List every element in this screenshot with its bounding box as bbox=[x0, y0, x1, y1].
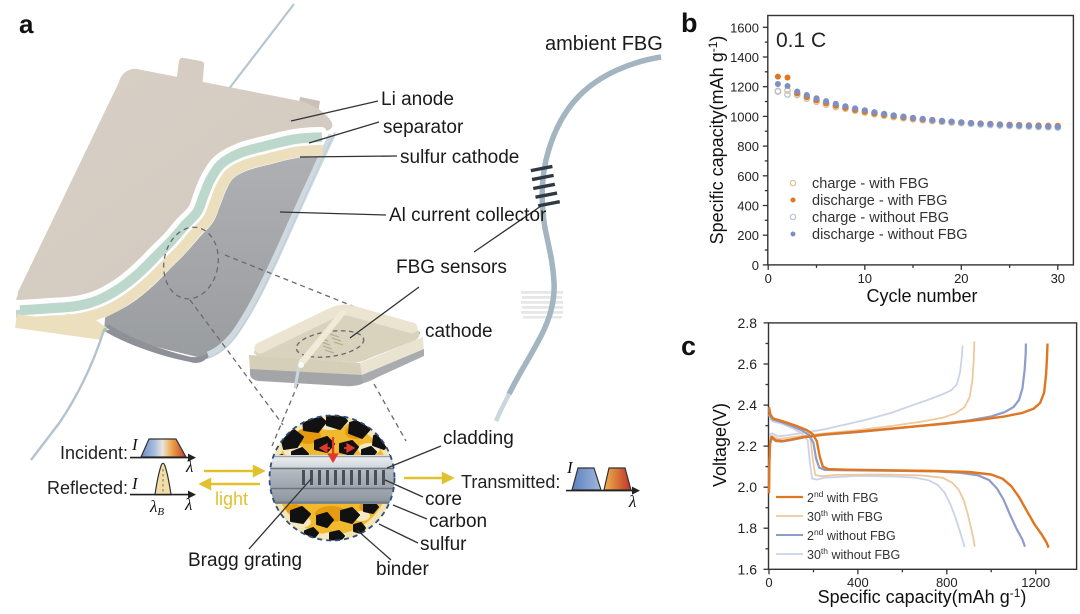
svg-text:1200: 1200 bbox=[1021, 575, 1050, 590]
svg-text:discharge - with FBG: discharge - with FBG bbox=[812, 193, 947, 209]
svg-text:light: light bbox=[215, 489, 248, 509]
svg-text:1200: 1200 bbox=[730, 80, 759, 95]
svg-text:1.8: 1.8 bbox=[738, 520, 758, 536]
svg-text:Reflected:: Reflected: bbox=[47, 478, 128, 498]
svg-text:cladding: cladding bbox=[443, 428, 514, 449]
svg-text:30: 30 bbox=[1051, 271, 1065, 286]
svg-text:1000: 1000 bbox=[730, 109, 759, 124]
svg-text:0.1 C: 0.1 C bbox=[776, 29, 826, 52]
svg-text:charge - with FBG: charge - with FBG bbox=[812, 176, 929, 192]
svg-text:c: c bbox=[681, 331, 696, 361]
svg-text:2.4: 2.4 bbox=[738, 397, 758, 413]
svg-text:2.2: 2.2 bbox=[738, 438, 758, 454]
svg-text:Transmitted:: Transmitted: bbox=[461, 472, 560, 492]
svg-text:1400: 1400 bbox=[730, 50, 759, 65]
svg-text:10: 10 bbox=[858, 271, 872, 286]
svg-text:2.8: 2.8 bbox=[738, 315, 758, 331]
svg-text:carbon: carbon bbox=[429, 511, 487, 532]
svg-text:Specific capacity(mAh g-1): Specific capacity(mAh g-1) bbox=[818, 586, 1027, 607]
svg-text:2.0: 2.0 bbox=[738, 479, 758, 495]
svg-text:I: I bbox=[131, 474, 139, 493]
svg-text:cathode: cathode bbox=[425, 321, 493, 342]
svg-text:a: a bbox=[19, 9, 34, 39]
svg-text:0: 0 bbox=[765, 271, 772, 286]
svg-text:charge - without FBG: charge - without FBG bbox=[812, 210, 949, 226]
svg-text:Al current collector: Al current collector bbox=[389, 205, 547, 226]
svg-text:λ: λ bbox=[184, 495, 192, 514]
svg-text:Voltage(V): Voltage(V) bbox=[710, 403, 730, 487]
svg-text:sulfur cathode: sulfur cathode bbox=[400, 147, 519, 168]
svg-text:800: 800 bbox=[737, 139, 759, 154]
svg-text:600: 600 bbox=[737, 169, 759, 184]
svg-text:Li anode: Li anode bbox=[381, 89, 454, 110]
svg-text:Specific capacity(mAh g-1): Specific capacity(mAh g-1) bbox=[706, 36, 727, 245]
svg-text:Cycle number: Cycle number bbox=[866, 286, 977, 306]
svg-text:30th with FBG: 30th with FBG bbox=[807, 508, 883, 524]
svg-text:binder: binder bbox=[376, 559, 429, 580]
svg-text:400: 400 bbox=[847, 575, 869, 590]
svg-text:sulfur: sulfur bbox=[420, 534, 467, 555]
svg-text:2nd with FBG: 2nd with FBG bbox=[807, 489, 878, 505]
svg-text:0: 0 bbox=[765, 575, 772, 590]
svg-text:1.6: 1.6 bbox=[738, 561, 758, 577]
svg-text:2.6: 2.6 bbox=[738, 356, 758, 372]
svg-text:FBG sensors: FBG sensors bbox=[396, 257, 507, 278]
svg-text:ambient FBG: ambient FBG bbox=[545, 33, 663, 55]
svg-text:800: 800 bbox=[936, 575, 958, 590]
svg-text:λ: λ bbox=[185, 457, 193, 476]
svg-text:I: I bbox=[566, 458, 574, 477]
svg-text:separator: separator bbox=[383, 117, 464, 138]
svg-text:Incident:: Incident: bbox=[60, 443, 128, 463]
svg-text:2nd without FBG: 2nd without FBG bbox=[807, 527, 896, 543]
svg-text:b: b bbox=[681, 8, 698, 38]
svg-text:discharge - without FBG: discharge - without FBG bbox=[812, 227, 968, 243]
svg-text:core: core bbox=[425, 489, 462, 510]
svg-text:I: I bbox=[131, 435, 139, 454]
svg-text:400: 400 bbox=[737, 199, 759, 214]
svg-text:200: 200 bbox=[737, 228, 759, 243]
svg-text:λ: λ bbox=[628, 492, 636, 511]
svg-text:0: 0 bbox=[752, 258, 759, 273]
svg-text:30th without FBG: 30th without FBG bbox=[807, 546, 900, 562]
svg-text:20: 20 bbox=[954, 271, 968, 286]
svg-text:1600: 1600 bbox=[730, 20, 759, 35]
svg-text:Bragg grating: Bragg grating bbox=[188, 550, 302, 571]
